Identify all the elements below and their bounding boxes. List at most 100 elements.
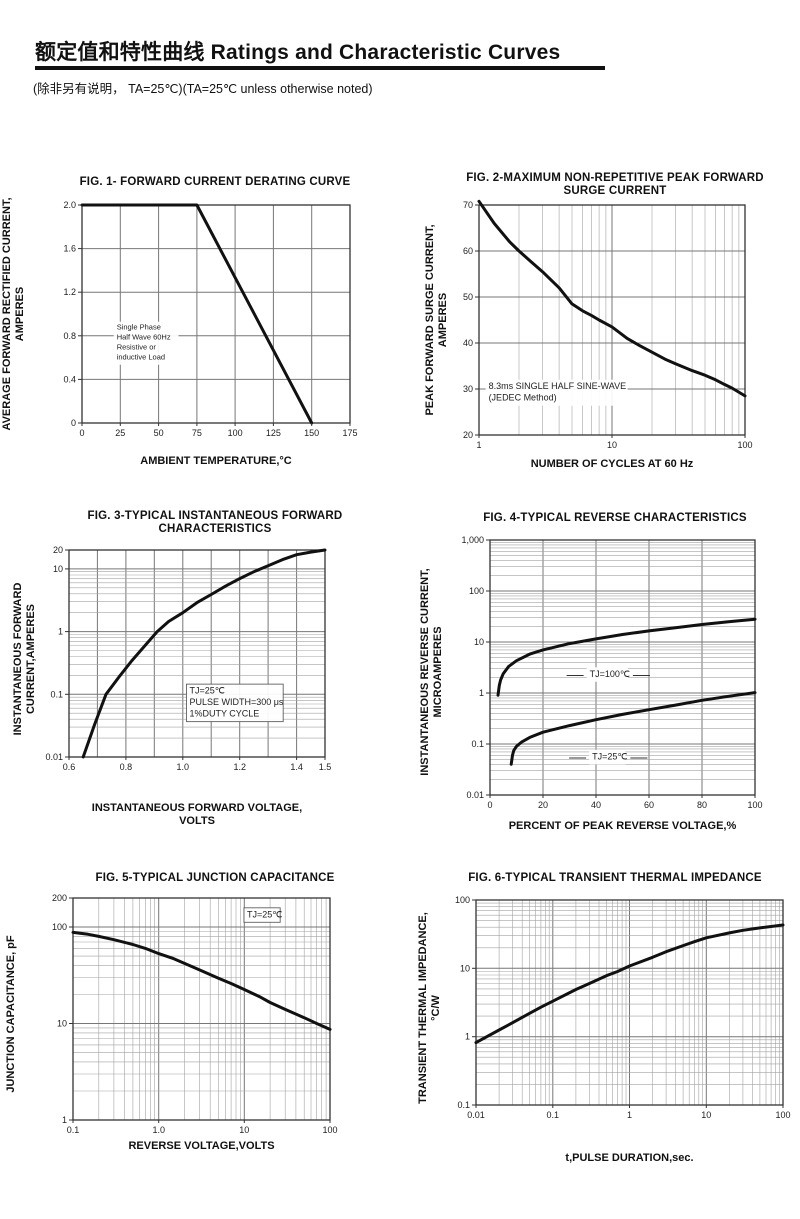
- fig2-y-axis-label: PEAK FORWARD SURGE CURRENT, AMPERES: [424, 224, 449, 416]
- fig3-chart: 0.6 0.8 1.0 1.2 1.4 1.5 0.01 0.1 1 10 20 TJ=25℃PULS…: [45, 545, 332, 772]
- svg-text:(JEDEC Method): (JEDEC Method): [489, 393, 557, 403]
- svg-text:PULSE WIDTH=300 μs: PULSE WIDTH=300 μs: [189, 697, 283, 707]
- fig5-x-axis-label: REVERSE VOLTAGE,VOLTS: [128, 1140, 275, 1152]
- svg-text:1%DUTY CYCLE: 1%DUTY CYCLE: [189, 709, 259, 719]
- fig1-title: FIG. 1- FORWARD CURRENT DERATING CURVE: [79, 176, 351, 188]
- svg-text:100: 100: [737, 440, 752, 450]
- svg-text:0.01: 0.01: [45, 752, 63, 762]
- svg-text:1.2: 1.2: [233, 762, 246, 772]
- svg-text:60: 60: [644, 800, 654, 810]
- fig4-title: FIG. 4-TYPICAL REVERSE CHARACTERISTICS: [483, 512, 747, 524]
- svg-text:1.6: 1.6: [63, 244, 76, 254]
- fig3-x-axis-label: INSTANTANEOUS FORWARD VOLTAGE, VOLTS: [91, 802, 303, 827]
- svg-text:TJ=100℃: TJ=100℃: [590, 669, 630, 679]
- figure-3: FIG. 3-TYPICAL INSTANTANEOUS FORWARD CHA…: [0, 500, 400, 845]
- svg-text:TJ=25℃: TJ=25℃: [189, 686, 224, 696]
- svg-text:Half Wave 60Hz: Half Wave 60Hz: [117, 333, 171, 342]
- svg-text:70: 70: [463, 200, 473, 210]
- svg-text:0.1: 0.1: [67, 1125, 80, 1135]
- fig2-x-axis-label: NUMBER OF CYCLES AT 60 Hz: [530, 458, 694, 470]
- fig6-title: FIG. 6-TYPICAL TRANSIENT THERMAL IMPEDAN…: [468, 872, 762, 884]
- svg-text:1: 1: [58, 627, 63, 637]
- svg-text:20: 20: [53, 545, 63, 555]
- svg-text:0.01: 0.01: [466, 790, 484, 800]
- fig3-title: FIG. 3-TYPICAL INSTANTANEOUS FORWARD CHA…: [87, 510, 343, 535]
- svg-text:2.0: 2.0: [63, 200, 76, 210]
- title-underline: [35, 66, 605, 70]
- svg-text:30: 30: [463, 384, 473, 394]
- svg-text:100: 100: [455, 895, 470, 905]
- fig5-title: FIG. 5-TYPICAL JUNCTION CAPACITANCE: [95, 872, 335, 884]
- svg-text:1,000: 1,000: [461, 535, 484, 545]
- svg-text:0.1: 0.1: [547, 1110, 560, 1120]
- svg-text:10: 10: [474, 637, 484, 647]
- svg-text:0: 0: [487, 800, 492, 810]
- svg-text:10: 10: [239, 1125, 249, 1135]
- svg-text:1.4: 1.4: [290, 762, 303, 772]
- svg-text:1.2: 1.2: [63, 287, 76, 297]
- svg-text:60: 60: [463, 246, 473, 256]
- svg-text:1: 1: [465, 1032, 470, 1042]
- figure-6: FIG. 6-TYPICAL TRANSIENT THERMAL IMPEDAN…: [400, 860, 800, 1190]
- svg-text:40: 40: [591, 800, 601, 810]
- svg-text:100: 100: [322, 1125, 337, 1135]
- svg-text:inductive Load: inductive Load: [117, 353, 165, 362]
- svg-text:50: 50: [463, 292, 473, 302]
- page-subtitle: (除非另有说明， TA=25℃)(TA=25℃ unless otherwise…: [33, 82, 373, 96]
- svg-text:Resistive or: Resistive or: [117, 343, 157, 352]
- fig6-y-axis-label: TRANSIENT THERMAL IMPEDANCE, °C/W: [417, 912, 442, 1104]
- svg-text:100: 100: [228, 428, 243, 438]
- svg-text:1.5: 1.5: [319, 762, 332, 772]
- svg-text:100: 100: [52, 922, 67, 932]
- svg-text:0.1: 0.1: [50, 689, 63, 699]
- page-title: 额定值和特性曲线 Ratings and Characteristic Curv…: [35, 41, 561, 64]
- fig5-chart: 0.1 1.0 10 100 1 10 100 200 TJ=25℃: [52, 893, 338, 1135]
- svg-text:175: 175: [342, 428, 357, 438]
- svg-text:Single Phase: Single Phase: [117, 323, 161, 332]
- svg-text:0.1: 0.1: [471, 739, 484, 749]
- svg-text:40: 40: [463, 338, 473, 348]
- figure-5: FIG. 5-TYPICAL JUNCTION CAPACITANCE JUNC…: [0, 860, 400, 1180]
- svg-text:10: 10: [53, 564, 63, 574]
- svg-text:75: 75: [192, 428, 202, 438]
- svg-text:TJ=25℃: TJ=25℃: [247, 909, 282, 919]
- fig4-chart: 0 20 40 60 80 100 0.01 0.1 1 10 100 1,000 TJ=100℃ TJ=…: [461, 535, 762, 810]
- figure-4: FIG. 4-TYPICAL REVERSE CHARACTERISTICS I…: [400, 500, 800, 845]
- svg-text:20: 20: [463, 430, 473, 440]
- svg-text:0.01: 0.01: [467, 1110, 485, 1120]
- fig6-x-axis-label: t,PULSE DURATION,sec.: [565, 1152, 694, 1164]
- fig1-y-axis-label: AVERAGE FORWARD RECTIFIED CURRENT, AMPER…: [1, 197, 26, 431]
- svg-text:8.3ms SINGLE HALF SINE-WAVE: 8.3ms SINGLE HALF SINE-WAVE: [489, 381, 627, 391]
- fig4-x-axis-label: PERCENT OF PEAK REVERSE VOLTAGE,%: [508, 820, 737, 832]
- svg-text:10: 10: [701, 1110, 711, 1120]
- fig5-y-axis-label: JUNCTION CAPACITANCE, pF: [5, 935, 17, 1093]
- svg-text:0: 0: [79, 428, 84, 438]
- svg-text:50: 50: [154, 428, 164, 438]
- svg-text:0.4: 0.4: [63, 374, 76, 384]
- figure-1: FIG. 1- FORWARD CURRENT DERATING CURVE A…: [0, 160, 400, 480]
- figure-2: FIG. 2-MAXIMUM NON-REPETITIVE PEAK FORWA…: [400, 160, 800, 480]
- svg-text:1.0: 1.0: [177, 762, 190, 772]
- svg-text:TJ=25℃: TJ=25℃: [592, 751, 627, 761]
- svg-text:80: 80: [697, 800, 707, 810]
- svg-text:0.6: 0.6: [63, 762, 76, 772]
- svg-text:100: 100: [775, 1110, 790, 1120]
- fig1-chart: 0 25 50 75 100 125 150 175 0 0.4 0.8 1.2 1.6 2.0 Singl…: [63, 200, 357, 438]
- svg-text:150: 150: [304, 428, 319, 438]
- svg-text:1: 1: [62, 1115, 67, 1125]
- svg-text:1: 1: [479, 688, 484, 698]
- svg-text:25: 25: [115, 428, 125, 438]
- svg-text:20: 20: [538, 800, 548, 810]
- svg-text:0: 0: [71, 418, 76, 428]
- fig4-y-axis-label: INSTANTANEOUS REVERSE CURRENT, MICROAMPE…: [419, 568, 444, 776]
- fig1-x-axis-label: AMBIENT TEMPERATURE,°C: [140, 455, 292, 467]
- svg-text:200: 200: [52, 893, 67, 903]
- svg-text:1: 1: [627, 1110, 632, 1120]
- svg-text:100: 100: [469, 586, 484, 596]
- svg-text:100: 100: [747, 800, 762, 810]
- svg-text:125: 125: [266, 428, 281, 438]
- svg-text:0.8: 0.8: [63, 331, 76, 341]
- fig2-chart: 1 10 100 20 30 40 50 60 70 8.3ms SINGLE HALF SINE…: [463, 199, 753, 450]
